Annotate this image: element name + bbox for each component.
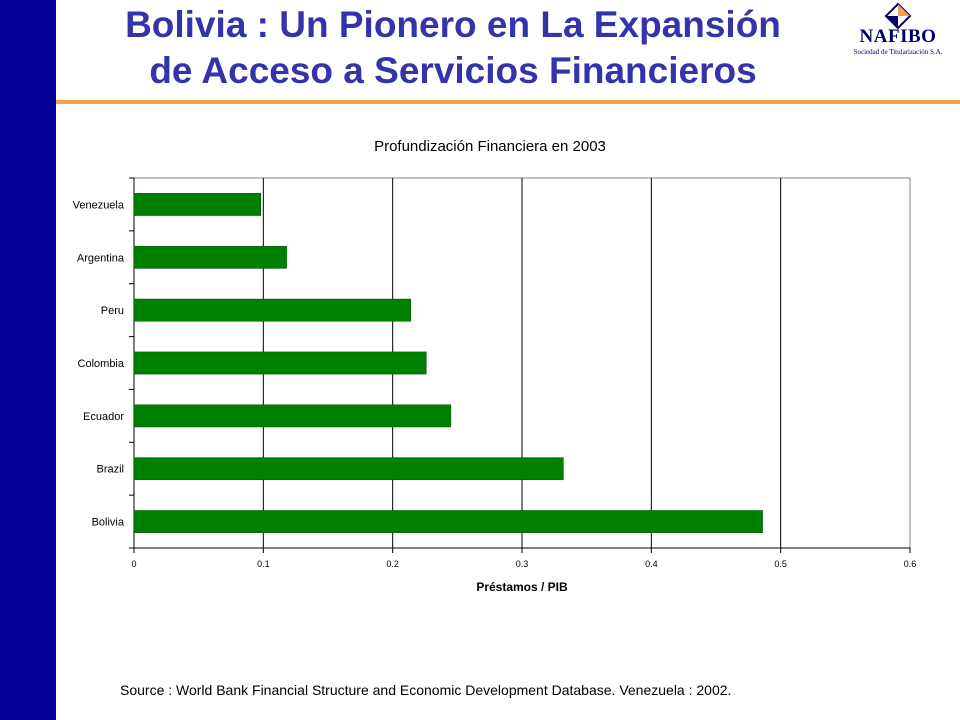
bar-brazil [133,457,564,481]
y-category-label: Bolivia [92,517,125,529]
x-tick-label: 0.5 [774,559,787,569]
y-category-label: Peru [101,305,124,317]
x-tick-label: 0 [131,559,136,569]
bar-peru [133,298,412,322]
bar-ecuador [133,404,452,428]
x-tick-label: 0.6 [904,559,917,569]
slide-title-line-2: de Acceso a Servicios Financieros [149,50,757,91]
y-category-label: Brazil [96,464,124,476]
x-tick-label: 0.2 [386,559,399,569]
bar-bolivia [133,510,763,533]
diamond-logo-icon [884,2,912,30]
logo-tagline: Sociedad de Titularización S.A. [853,48,943,56]
bar-argentina [133,245,287,269]
x-tick-label: 0.1 [257,559,270,569]
bar-chart: Profundización Financiera en 2003 0 0.1 0.… [73,138,917,594]
x-axis-label: Préstamos / PIB [476,580,568,594]
plot-area: 0 0.1 0.2 0.3 0.4 0.5 0.6 Venezuela Argentina Per… [73,177,917,569]
source-note: Source : World Bank Financial Structure … [120,682,732,698]
bar-venezuela [133,193,261,216]
y-category-label: Colombia [78,358,125,370]
x-tick-label: 0.4 [645,559,658,569]
title-underline-rule [56,100,960,104]
left-accent-bar [0,0,56,720]
slide-title: Bolivia : Un Pionero en La Expansión de … [58,2,848,94]
slide-title-line-1: Bolivia : Un Pionero en La Expansión [125,4,781,45]
nafibo-logo: NAFIBO Sociedad de Titularización S.A. [843,2,953,64]
chart-title: Profundización Financiera en 2003 [374,138,606,155]
logo-name: NAFIBO [859,26,937,47]
y-category-label: Venezuela [73,199,125,211]
bar-colombia [133,351,427,375]
y-category-label: Ecuador [83,411,124,423]
x-tick-label: 0.3 [516,559,529,569]
y-category-label: Argentina [77,252,125,264]
